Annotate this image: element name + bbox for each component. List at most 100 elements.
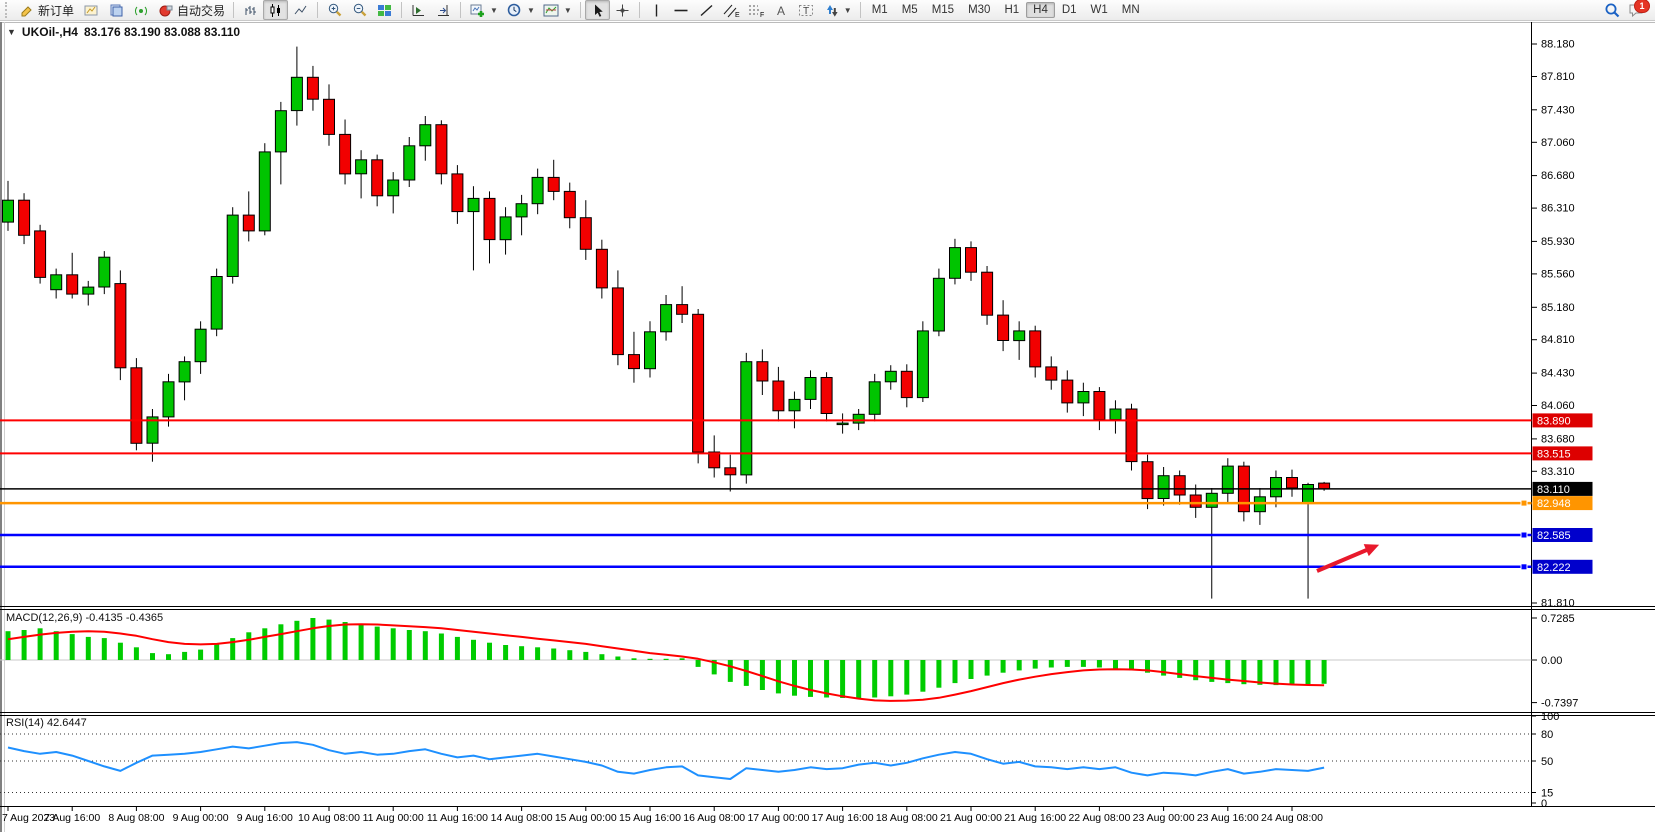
fibonacci-tool-button[interactable]: F xyxy=(744,0,769,20)
svg-text:85.930: 85.930 xyxy=(1541,236,1575,248)
macd-bar xyxy=(101,638,107,660)
horizontal-line-tool-button[interactable] xyxy=(669,0,694,20)
macd-bar xyxy=(358,624,364,660)
equidistant-channel-icon: E xyxy=(723,2,740,18)
price-axis[interactable]: 88.180 87.810 87.430 87.060 86.680 86.310 85.9… xyxy=(1531,39,1593,610)
candle xyxy=(274,110,287,153)
symbol-dropdown-icon[interactable]: ▼ xyxy=(7,27,16,37)
timeframe-h4-button[interactable]: H4 xyxy=(1026,2,1055,18)
macd-bar xyxy=(21,630,27,660)
chart-window-button[interactable] xyxy=(78,0,103,20)
ohlc-readout: 83.176 83.190 83.088 83.110 xyxy=(83,25,241,39)
new-order-icon xyxy=(18,2,35,18)
macd-bar xyxy=(1321,660,1327,684)
candle xyxy=(66,274,79,295)
candle xyxy=(756,361,769,382)
candle xyxy=(916,330,929,399)
text-tool-button[interactable]: A xyxy=(769,0,794,20)
svg-text:83.890: 83.890 xyxy=(1537,415,1571,427)
macd-bar xyxy=(406,630,412,660)
bar-chart-type-button[interactable] xyxy=(238,0,263,20)
candle xyxy=(306,76,319,100)
crosshair-tool-button[interactable] xyxy=(610,0,635,20)
candle xyxy=(1318,482,1331,490)
candle xyxy=(1077,391,1090,404)
search-button[interactable] xyxy=(1600,0,1625,20)
period-button[interactable]: ▼ xyxy=(502,0,539,20)
macd-bar xyxy=(856,660,862,698)
macd-bar xyxy=(1016,660,1022,671)
zoom-in-button[interactable] xyxy=(322,0,347,20)
auto-scroll-button[interactable] xyxy=(406,0,431,20)
chart-shift-button[interactable] xyxy=(431,0,456,20)
signals-button[interactable] xyxy=(128,0,153,20)
dropdown-caret-icon: ▼ xyxy=(563,5,572,15)
svg-text:87.060: 87.060 xyxy=(1541,137,1575,149)
toolbar-grip[interactable] xyxy=(5,2,12,18)
timeframe-m5-button[interactable]: M5 xyxy=(901,4,918,16)
text-label-icon: T xyxy=(798,2,815,18)
macd-bar xyxy=(5,631,11,660)
panel-frames xyxy=(0,22,1655,832)
timeframe-h1-button[interactable]: H1 xyxy=(1004,4,1020,16)
vertical-line-tool-button[interactable] xyxy=(644,0,669,20)
svg-text:23 Aug 16:00: 23 Aug 16:00 xyxy=(1197,812,1259,824)
buy-arrow-annotation[interactable] xyxy=(1316,544,1380,573)
dropdown-caret-icon: ▼ xyxy=(843,5,852,15)
svg-text:21 Aug 16:00: 21 Aug 16:00 xyxy=(1004,812,1066,824)
macd-bar xyxy=(551,648,557,660)
svg-text:82.585: 82.585 xyxy=(1537,530,1571,542)
chart-canvas[interactable]: 88.180 87.810 87.430 87.060 86.680 86.310 85.9… xyxy=(0,22,1655,832)
candle xyxy=(130,367,143,444)
macd-bar xyxy=(150,653,155,660)
candlestick-chart-type-button[interactable] xyxy=(263,0,289,20)
macd-bar xyxy=(1113,660,1118,669)
candle xyxy=(563,190,576,219)
timeframe-m1-button[interactable]: M1 xyxy=(871,4,888,16)
chat-button[interactable]: 1 xyxy=(1625,0,1650,19)
candle xyxy=(483,197,496,241)
svg-text:9 Aug 16:00: 9 Aug 16:00 xyxy=(237,812,293,824)
candle xyxy=(98,256,111,288)
timeframe-d1-button[interactable]: D1 xyxy=(1061,4,1077,16)
line-chart-type-button[interactable] xyxy=(288,0,313,20)
cursor-tool-button[interactable] xyxy=(584,0,610,20)
timeframe-m15-button[interactable]: M15 xyxy=(931,4,955,16)
arrows-tool-button[interactable]: ▼ xyxy=(819,0,856,20)
candle xyxy=(323,98,335,135)
svg-text:23 Aug 00:00: 23 Aug 00:00 xyxy=(1133,812,1195,824)
auto-trading-button[interactable]: 自动交易 xyxy=(153,0,229,20)
timeframe-w1-button[interactable]: W1 xyxy=(1090,4,1108,16)
vertical-line-icon xyxy=(648,2,665,18)
channel-tool-button[interactable]: E xyxy=(719,0,744,20)
macd-bar xyxy=(214,643,220,660)
new-order-button[interactable]: 新订单 xyxy=(14,0,78,20)
tile-windows-button[interactable] xyxy=(372,0,397,20)
timeframe-mn-button[interactable]: MN xyxy=(1121,4,1140,16)
macd-bar xyxy=(695,660,701,667)
svg-text:85.180: 85.180 xyxy=(1541,302,1575,314)
rsi-line xyxy=(7,741,1325,780)
candle xyxy=(515,203,528,218)
macd-bar xyxy=(503,645,509,660)
zoom-out-button[interactable] xyxy=(347,0,372,20)
profiles-button[interactable] xyxy=(103,0,128,20)
candle xyxy=(114,283,127,369)
candle xyxy=(1189,494,1202,508)
add-indicator-button[interactable]: ▼ xyxy=(465,0,502,20)
macd-bar xyxy=(663,658,669,660)
macd-bar xyxy=(133,647,139,660)
templates-button[interactable]: ▼ xyxy=(539,0,576,20)
macd-bar xyxy=(1161,660,1167,676)
candle xyxy=(740,361,753,476)
svg-text:E: E xyxy=(735,12,740,18)
macd-bar xyxy=(1080,660,1086,667)
text-label-tool-button[interactable]: T xyxy=(794,0,819,20)
trendline-tool-button[interactable] xyxy=(694,0,719,20)
timeframe-m30-button[interactable]: M30 xyxy=(968,4,991,16)
price-badge xyxy=(1532,446,1593,461)
macd-panel: 0.7285 0.00 -0.7397 xyxy=(0,613,1578,710)
macd-bar xyxy=(759,660,765,690)
price-lines[interactable] xyxy=(0,419,1532,571)
